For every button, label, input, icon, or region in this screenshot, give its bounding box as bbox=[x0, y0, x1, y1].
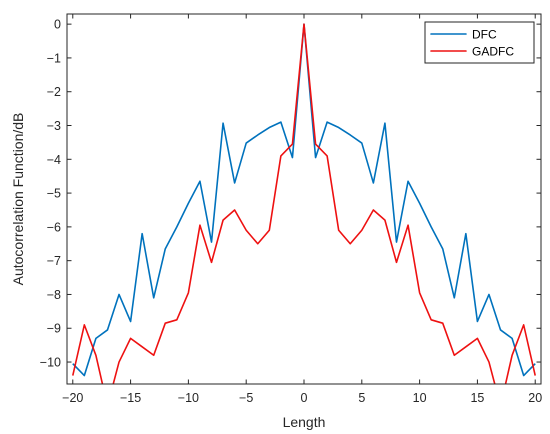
y-tick-label: −9 bbox=[47, 322, 61, 336]
y-tick-label: −7 bbox=[47, 254, 61, 268]
x-tick-label: −20 bbox=[62, 391, 83, 405]
y-tick-label: −1 bbox=[47, 51, 61, 65]
plot-area-background bbox=[67, 14, 541, 384]
legend-label-dfc: DFC bbox=[472, 28, 497, 42]
x-tick-label: −5 bbox=[239, 391, 253, 405]
ticks-layer: −20 −15 −10 −5 0 5 10 15 20 0 −1 −2 −3 −4 −5 −6 −7 −8 −9 −1… bbox=[40, 14, 542, 405]
x-tick-label: 0 bbox=[301, 391, 308, 405]
series-line-gadfc bbox=[72, 23, 536, 384]
x-tick-label: −10 bbox=[178, 391, 199, 405]
y-tick-label: −3 bbox=[47, 119, 61, 133]
x-tick-label: −15 bbox=[120, 391, 141, 405]
series-layer bbox=[72, 23, 536, 384]
y-tick-label: 0 bbox=[54, 18, 61, 32]
y-tick-label: −6 bbox=[47, 220, 61, 234]
legend-label-gadfc: GADFC bbox=[472, 45, 514, 59]
x-tick-label: 5 bbox=[358, 391, 365, 405]
legend: DFC GADFC bbox=[424, 21, 535, 64]
y-tick-label: −10 bbox=[40, 356, 61, 370]
y-tick-label: −5 bbox=[47, 187, 61, 201]
x-axis-title: Length bbox=[283, 414, 326, 430]
legend-box bbox=[424, 21, 535, 64]
x-tick-label: 20 bbox=[528, 391, 542, 405]
y-tick-label: −8 bbox=[47, 288, 61, 302]
x-tick-label: 15 bbox=[470, 391, 484, 405]
y-axis-title: Autocorrelation Function/dB bbox=[10, 113, 26, 286]
x-tick-label: 10 bbox=[413, 391, 427, 405]
y-tick-label: −2 bbox=[47, 85, 61, 99]
y-tick-label: −4 bbox=[47, 153, 61, 167]
